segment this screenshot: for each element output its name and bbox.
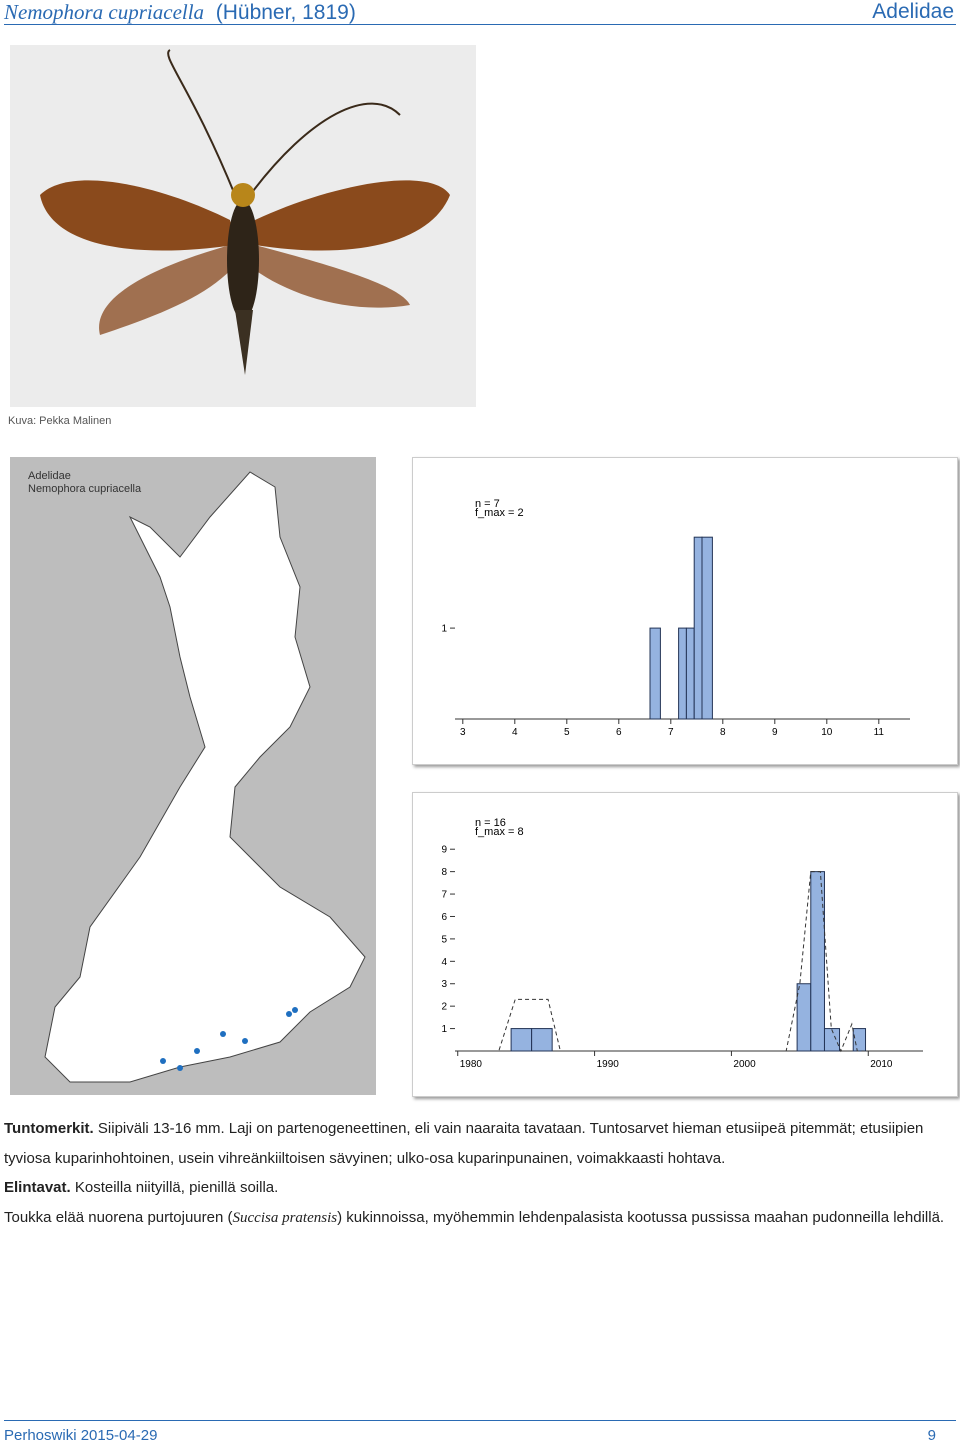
bar xyxy=(685,627,695,720)
x-tick-label: 9 xyxy=(772,727,778,738)
x-tick-label: 7 xyxy=(668,727,674,738)
y-tick-label: 4 xyxy=(441,957,447,968)
trend-line xyxy=(457,871,910,1053)
bar xyxy=(693,536,703,720)
header: Nemophora cupriacella (Hübner, 1819) Ade… xyxy=(4,0,956,25)
text: Kosteilla niityillä, pienillä soilla. xyxy=(74,1179,279,1196)
x-tick-label: 8 xyxy=(720,727,726,738)
y-tick-label: 7 xyxy=(441,890,447,901)
bar xyxy=(531,1028,553,1052)
distribution-map: Adelidae Nemophora cupriacella xyxy=(10,457,376,1095)
footer: Perhoswiki 2015-04-29 9 xyxy=(4,1420,956,1444)
y-tick-label: 1 xyxy=(441,624,447,635)
x-tick-label: 1980 xyxy=(460,1059,483,1070)
paragraph: Toukka elää nuorena purtojuuren (Succisa… xyxy=(4,1203,954,1234)
y-tick-label: 6 xyxy=(441,912,447,923)
x-tick-label: 1990 xyxy=(597,1059,620,1070)
x-tick-label: 6 xyxy=(616,727,622,738)
text: Toukka elää nuorena purtojuuren ( xyxy=(4,1208,233,1226)
moth-photo xyxy=(10,45,476,407)
year-histogram: n = 16f_max = 8 1980 1990 2000 2010 1 2 3 4 5 6 7 8 9 xyxy=(412,792,958,1097)
x-tick-label: 5 xyxy=(564,727,570,738)
x-tick-label: 2000 xyxy=(733,1059,756,1070)
y-tick-label: 2 xyxy=(441,1002,447,1013)
page-number: 9 xyxy=(927,1427,936,1444)
text: ) kukinnoissa, myöhemmin lehdenpalasista… xyxy=(337,1208,945,1226)
author: (Hübner, 1819) xyxy=(215,1,356,24)
y-tick-label: 5 xyxy=(441,934,447,945)
paragraph: Elintavat. Kosteilla niityillä, pienillä… xyxy=(4,1173,954,1203)
bar xyxy=(510,1028,533,1052)
y-tick-label: 8 xyxy=(441,867,447,878)
bar xyxy=(823,1028,841,1052)
annotation: n = 16 xyxy=(475,817,506,829)
bar xyxy=(678,627,687,720)
family: Adelidae xyxy=(872,0,954,23)
map-species: Nemophora cupriacella xyxy=(28,483,142,495)
y-tick-label: 3 xyxy=(441,979,447,990)
annotation: n = 7 xyxy=(475,498,500,510)
footer-source: Perhoswiki 2015-04-29 xyxy=(4,1427,158,1444)
photo-caption: Kuva: Pekka Malinen xyxy=(8,415,112,427)
plant-name: Succisa pratensis xyxy=(232,1209,338,1226)
x-tick-label: 2010 xyxy=(870,1059,893,1070)
annotation: f_max = 8 xyxy=(475,826,524,838)
annotation: f_max = 2 xyxy=(475,507,524,519)
y-tick-label: 1 xyxy=(441,1024,447,1035)
x-tick-label: 3 xyxy=(460,727,466,738)
paragraph: Tuntomerkit. Siipiväli 13-16 mm. Laji on… xyxy=(4,1114,954,1173)
bar xyxy=(701,536,713,720)
map-family: Adelidae xyxy=(28,470,71,482)
species: Nemophora cupriacella xyxy=(4,0,205,24)
x-tick-label: 10 xyxy=(821,727,833,738)
bar xyxy=(796,983,812,1052)
text: Siipiväli 13-16 mm. Laji on partenogenee… xyxy=(4,1120,924,1167)
month-histogram: n = 7f_max = 23 4 5 6 7 8 9 10 111 xyxy=(412,457,958,765)
label: Elintavat. xyxy=(4,1179,71,1196)
bar xyxy=(649,627,661,720)
x-tick-label: 4 xyxy=(512,727,518,738)
bar xyxy=(852,1028,867,1052)
y-tick-label: 9 xyxy=(441,845,447,856)
x-tick-label: 11 xyxy=(874,727,885,738)
description: Tuntomerkit. Siipiväli 13-16 mm. Laji on… xyxy=(4,1114,954,1233)
label: Tuntomerkit. xyxy=(4,1120,94,1137)
bar xyxy=(810,871,825,1052)
